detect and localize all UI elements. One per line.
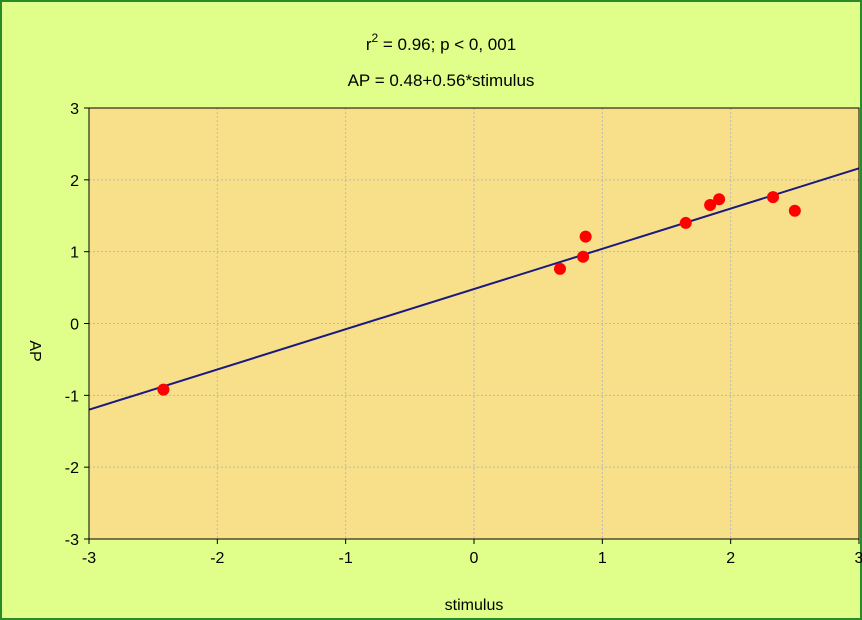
regression-line (88, 167, 860, 411)
x-tick-label: -3 (82, 550, 96, 567)
chart-title-stats: r2 = 0.96; p < 0, 001 (366, 31, 516, 54)
y-tick-label: 2 (70, 173, 79, 190)
x-tick-label: -2 (210, 550, 224, 567)
x-tick-label: 0 (470, 550, 479, 567)
y-tick-label: 0 (70, 317, 79, 334)
data-point (704, 198, 717, 211)
x-tick-label: 2 (726, 550, 735, 567)
y-axis-ticks: -3 -2 -1 0 1 2 3 (65, 101, 89, 549)
data-point (679, 216, 692, 229)
y-tick-label: 3 (70, 101, 79, 118)
data-point (788, 204, 801, 217)
y-axis-title: AP (26, 340, 43, 361)
x-axis-title: stimulus (445, 597, 504, 614)
data-point (767, 191, 780, 204)
data-point (577, 250, 590, 263)
chart-title-equation: AP = 0.48+0.56*stimulus (348, 71, 535, 90)
data-points (157, 191, 801, 396)
data-point (157, 383, 170, 396)
x-tick-label: 3 (855, 550, 862, 567)
grid-lines (89, 108, 859, 539)
y-tick-label: -2 (65, 460, 79, 477)
x-tick-label: 1 (598, 550, 607, 567)
plot-border (88, 107, 860, 540)
y-tick-label: -1 (65, 388, 79, 405)
x-tick-label: -1 (339, 550, 353, 567)
data-point (713, 193, 726, 206)
y-tick-label: 1 (70, 245, 79, 262)
data-point (579, 230, 592, 243)
data-point (553, 262, 566, 275)
x-axis-ticks: -3 -2 -1 0 1 2 3 (82, 539, 862, 567)
y-tick-label: -3 (65, 532, 79, 549)
